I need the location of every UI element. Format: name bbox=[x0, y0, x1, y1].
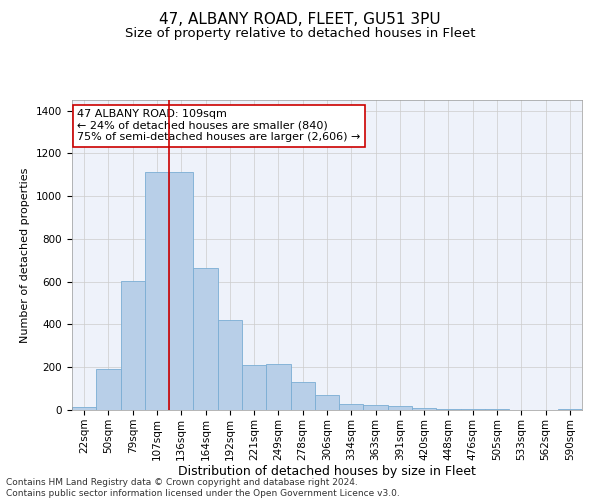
Bar bbox=[193, 268, 218, 410]
Bar bbox=[461, 409, 485, 410]
Bar bbox=[558, 409, 582, 410]
Bar bbox=[266, 364, 290, 410]
Bar bbox=[436, 409, 461, 410]
Bar bbox=[218, 320, 242, 410]
Bar bbox=[485, 409, 509, 410]
Bar bbox=[364, 404, 388, 410]
Text: Size of property relative to detached houses in Fleet: Size of property relative to detached ho… bbox=[125, 28, 475, 40]
Bar bbox=[290, 382, 315, 410]
X-axis label: Distribution of detached houses by size in Fleet: Distribution of detached houses by size … bbox=[178, 466, 476, 478]
Text: 47, ALBANY ROAD, FLEET, GU51 3PU: 47, ALBANY ROAD, FLEET, GU51 3PU bbox=[159, 12, 441, 28]
Bar bbox=[339, 404, 364, 410]
Bar bbox=[388, 406, 412, 410]
Bar bbox=[72, 407, 96, 410]
Bar bbox=[242, 365, 266, 410]
Text: Contains HM Land Registry data © Crown copyright and database right 2024.
Contai: Contains HM Land Registry data © Crown c… bbox=[6, 478, 400, 498]
Y-axis label: Number of detached properties: Number of detached properties bbox=[20, 168, 31, 342]
Text: 47 ALBANY ROAD: 109sqm
← 24% of detached houses are smaller (840)
75% of semi-de: 47 ALBANY ROAD: 109sqm ← 24% of detached… bbox=[77, 110, 361, 142]
Bar bbox=[121, 280, 145, 410]
Bar bbox=[412, 408, 436, 410]
Bar bbox=[96, 370, 121, 410]
Bar bbox=[315, 395, 339, 410]
Bar bbox=[145, 172, 169, 410]
Bar bbox=[169, 172, 193, 410]
